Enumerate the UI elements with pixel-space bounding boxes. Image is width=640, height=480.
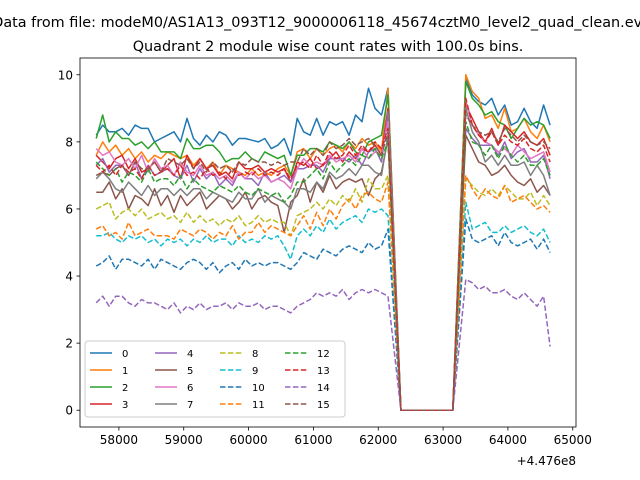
y-tick-label: 10 — [58, 68, 73, 82]
series-line-3 — [95, 104, 551, 411]
x-tick-label: 60000 — [229, 433, 267, 447]
axis-ticks: 58000 59000 60000 61000 62000 63000 64000 65000… — [58, 68, 592, 447]
x-tick-label: 61000 — [294, 433, 332, 447]
y-tick-label: 2 — [65, 337, 73, 351]
series-line-11 — [95, 174, 551, 411]
x-tick-label: 65000 — [554, 433, 592, 447]
series-layer — [95, 74, 551, 411]
series-line-2 — [95, 80, 551, 411]
series-line-5 — [96, 134, 551, 411]
legend-label-13: 13 — [317, 366, 330, 377]
legend-label-11: 11 — [252, 400, 265, 411]
legend-label-15: 15 — [317, 400, 330, 411]
chart-title: Quadrant 2 module wise count rates with … — [133, 39, 524, 55]
legend-label-4: 4 — [187, 349, 193, 360]
legend-label-5: 5 — [187, 366, 193, 377]
legend-label-0: 0 — [122, 349, 128, 360]
x-tick-label: 64000 — [489, 433, 527, 447]
series-line-12 — [95, 120, 551, 411]
legend-label-1: 1 — [122, 366, 128, 377]
x-tick-label: 58000 — [100, 433, 138, 447]
plot-frame — [79, 57, 577, 428]
series-line-9 — [96, 201, 551, 411]
series-line-1 — [95, 74, 551, 411]
y-tick-label: 8 — [65, 135, 73, 149]
x-tick-label: 59000 — [165, 433, 203, 447]
series-line-10 — [95, 218, 551, 411]
legend-label-12: 12 — [317, 349, 330, 360]
figure-suptitle: Data from file: modeM0/AS1A13_093T12_900… — [0, 15, 640, 31]
legend-label-7: 7 — [187, 400, 193, 411]
legend-label-8: 8 — [252, 349, 258, 360]
series-line-14 — [95, 278, 551, 411]
x-offset-label: +4.476e8 — [517, 454, 576, 468]
x-tick-label: 62000 — [359, 433, 397, 447]
legend-label-14: 14 — [317, 383, 330, 394]
legend-label-3: 3 — [122, 400, 128, 411]
y-tick-label: 0 — [65, 404, 73, 418]
legend-label-9: 9 — [252, 366, 258, 377]
y-tick-label: 4 — [65, 270, 73, 284]
legend-box — [84, 340, 346, 418]
x-tick-label: 63000 — [424, 433, 462, 447]
legend-label-6: 6 — [187, 383, 193, 394]
legend-label-10: 10 — [252, 383, 265, 394]
y-tick-label: 6 — [65, 202, 73, 216]
legend-label-2: 2 — [122, 383, 128, 394]
series-line-13 — [95, 97, 551, 411]
series-line-8 — [95, 174, 551, 411]
series-line-15 — [95, 114, 551, 411]
